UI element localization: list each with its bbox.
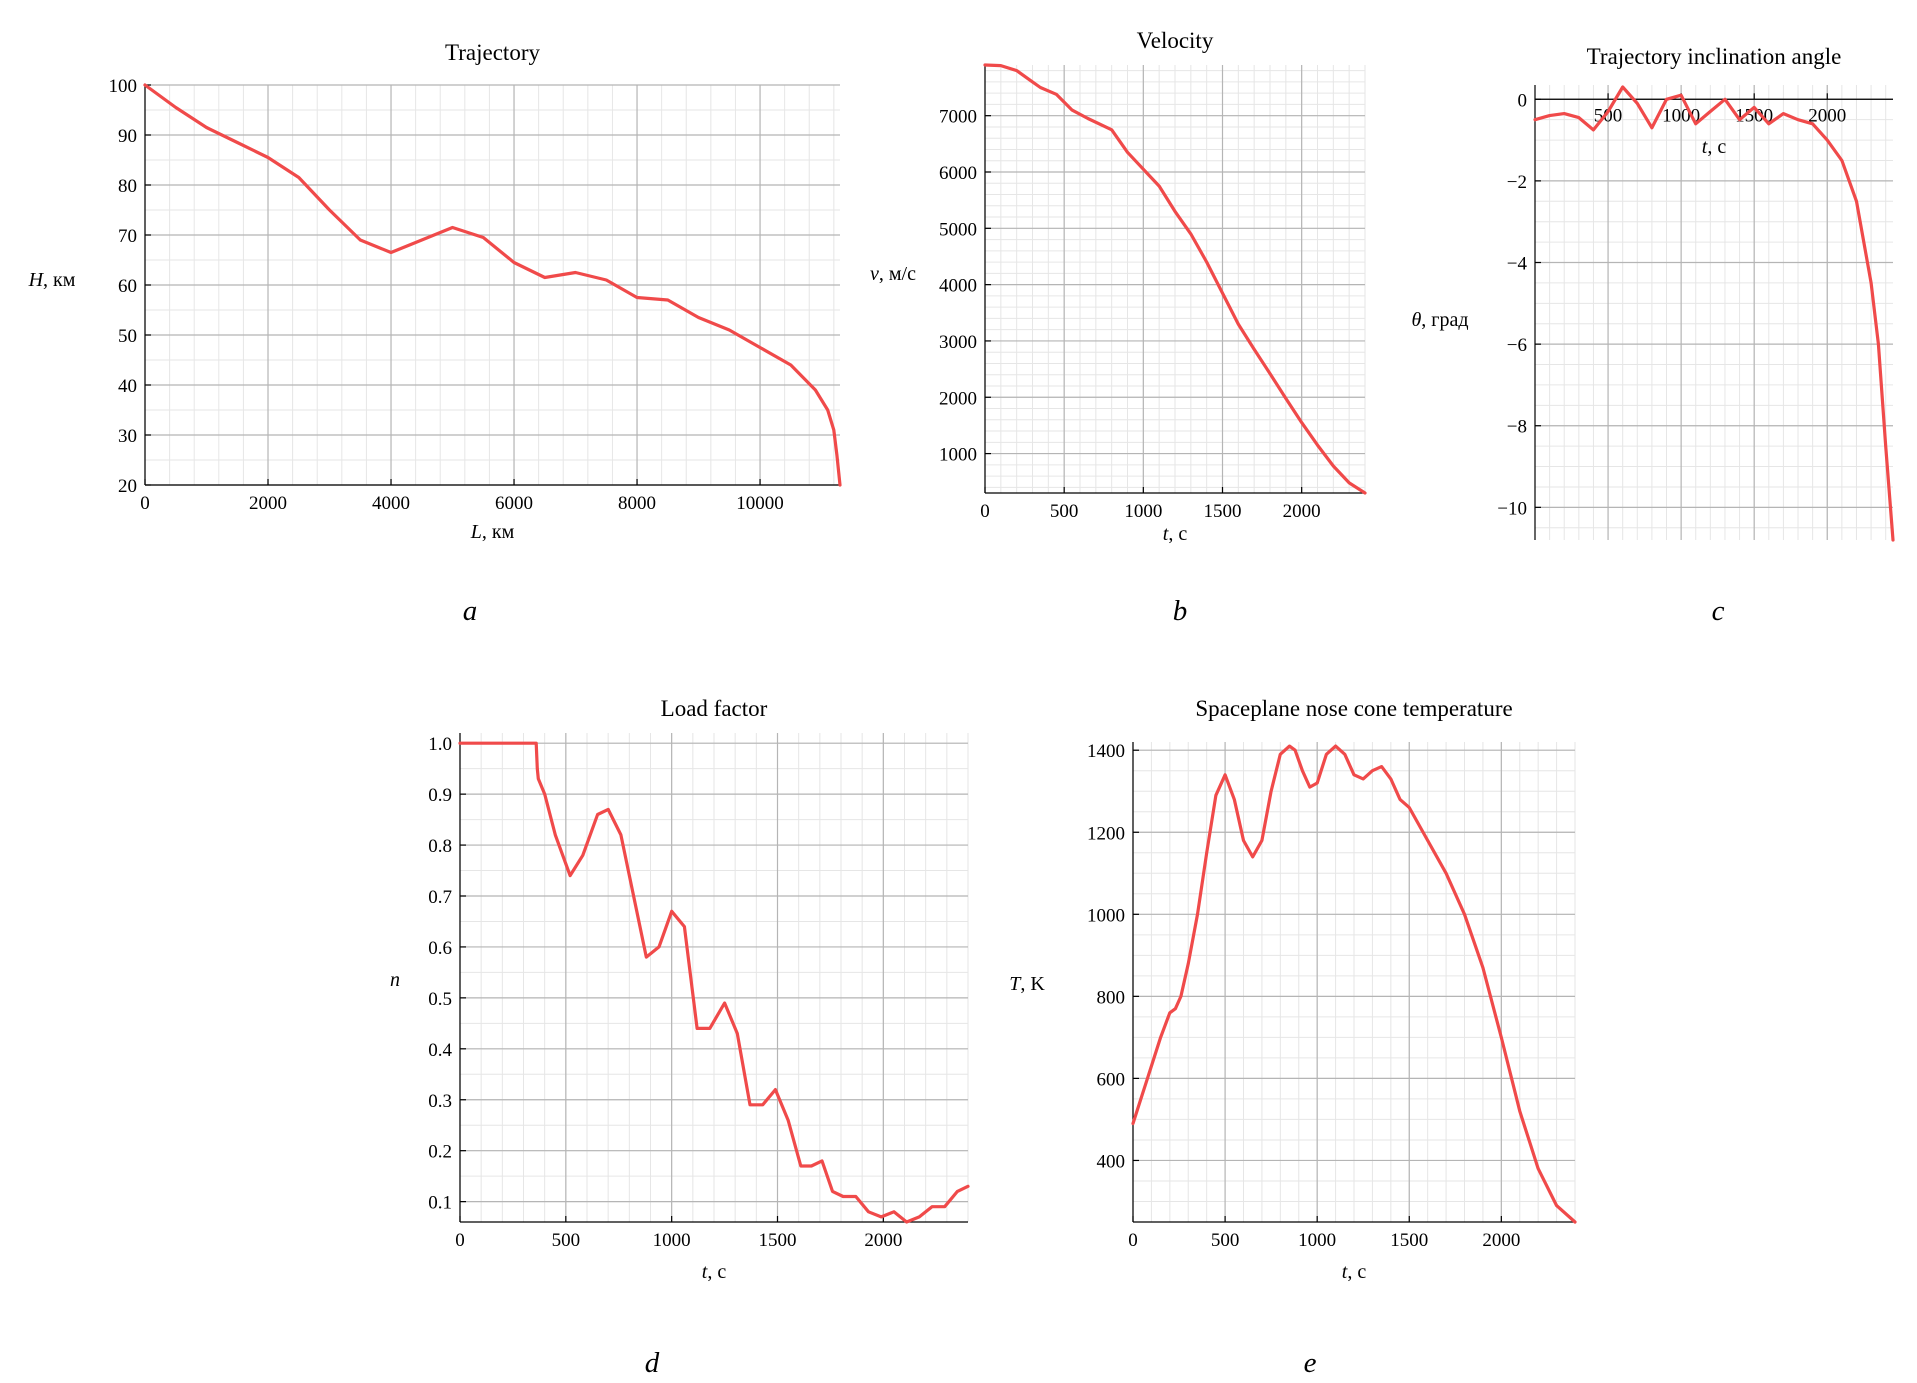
y-tick-label: 5000 [939,219,977,240]
x-axis-label: t, с [1342,1261,1367,1283]
y-tick-label: 50 [118,326,137,347]
y-tick-label: 20 [118,476,137,497]
y-tick-label: 800 [1097,987,1126,1008]
x-tick-label: 500 [1211,1230,1240,1251]
panel-letter: d [645,1347,660,1379]
y-tick-label: 0.6 [428,938,452,959]
x-axis-label: t, с [1163,523,1188,545]
x-tick-label: 2000 [1283,501,1321,522]
chart-title: Trajectory inclination angle [1587,44,1842,69]
x-tick-label: 1000 [1298,1230,1336,1251]
y-tick-label: 0.1 [428,1193,452,1214]
y-tick-label: 0.9 [428,785,452,806]
x-tick-label: 6000 [495,493,533,514]
series-line [143,83,842,487]
y-tick-label: 1.0 [428,734,452,755]
x-tick-label: 1000 [653,1230,691,1251]
y-tick-label: −2 [1507,172,1527,193]
x-tick-label: 10000 [736,493,784,514]
y-tick-label: 600 [1097,1069,1126,1090]
x-axis-label: L, км [470,521,515,543]
x-tick-label: 0 [1128,1230,1138,1251]
x-tick-label: 2000 [1482,1230,1520,1251]
y-tick-label: 90 [118,126,137,147]
y-axis-label: T, K [1009,973,1045,995]
x-tick-label: 1500 [759,1230,797,1251]
y-tick-label: 400 [1097,1151,1126,1172]
y-tick-label: 6000 [939,163,977,184]
x-tick-label: 0 [140,493,150,514]
y-tick-label: 0 [1518,90,1528,111]
y-tick-label: 1400 [1087,741,1125,762]
chart-title: Spaceplane nose cone temperature [1195,696,1512,721]
y-tick-label: 60 [118,276,137,297]
y-tick-label: 0.2 [428,1142,452,1163]
y-tick-label: 100 [109,76,138,97]
x-axis-label: t, с [702,1261,727,1283]
y-tick-label: 1000 [939,445,977,466]
panel-letter: c [1712,595,1725,627]
y-tick-label: −6 [1507,335,1527,356]
x-tick-label: 500 [552,1230,581,1251]
x-tick-label: 8000 [618,493,656,514]
x-tick-label: 2000 [1808,105,1846,126]
chart-load-factor: 0 500 1000 1500 2000 0.1 0.2 0.3 0.4 0.5 0.6 0.7 0.8… [390,696,970,1379]
y-tick-label: 80 [118,176,137,197]
y-tick-label: 7000 [939,107,977,128]
y-tick-label: 0.4 [428,1040,452,1061]
y-tick-label: 0.3 [428,1091,452,1112]
x-tick-label: 500 [1050,501,1079,522]
y-axis-label: v, м/с [870,263,916,285]
y-axis-label: H, км [28,269,76,291]
y-tick-label: 30 [118,426,137,447]
y-tick-label: 0.8 [428,836,452,857]
x-tick-label: 0 [980,501,990,522]
x-tick-label: 0 [455,1230,465,1251]
x-axis-label: t, с [1702,136,1727,158]
chart-trajectory: 0 2000 4000 6000 8000 10000 20 30 40 50 60 70 80 90 10… [28,40,842,627]
y-tick-label: 4000 [939,276,977,297]
series-line [1131,744,1577,1224]
minor-grid [1534,85,1893,540]
y-tick-label: 3000 [939,332,977,353]
chart-title: Trajectory [445,40,540,65]
y-tick-label: 1200 [1087,823,1125,844]
y-tick-label: 1000 [1087,905,1125,926]
y-tick-label: −10 [1497,498,1527,519]
chart-title: Load factor [661,696,768,721]
y-axis-label: n [390,969,400,991]
series-line [458,741,970,1224]
x-tick-label: 4000 [372,493,410,514]
series-line [983,63,1367,495]
panel-letter: b [1173,595,1188,627]
x-tick-label: 1000 [1124,501,1162,522]
x-tick-label: 1500 [1390,1230,1428,1251]
panel-letter: e [1304,1347,1317,1379]
minor-grid [1132,742,1576,1223]
y-tick-label: 0.5 [428,989,452,1010]
y-tick-label: 40 [118,376,137,397]
x-tick-label: 1500 [1735,105,1773,126]
x-tick-label: 2000 [864,1230,902,1251]
y-tick-label: −8 [1507,417,1527,438]
chart-velocity: 0 500 1000 1500 2000 1000 2000 3000 4000 5000 6000… [870,28,1367,627]
minor-grid [459,733,969,1222]
series-line [1533,85,1895,542]
y-tick-label: 2000 [939,388,977,409]
chart-nose-cone-temperature: 0 500 1000 1500 2000 400 600 800 1000 1200 1400 Spa… [1009,696,1577,1379]
panel-letter: a [463,595,478,627]
x-tick-label: 1500 [1204,501,1242,522]
chart-title: Velocity [1137,28,1214,53]
y-tick-label: −4 [1507,254,1528,275]
x-tick-label: 2000 [249,493,287,514]
y-axis-label: θ, град [1411,309,1468,331]
y-tick-label: 70 [118,226,137,247]
y-tick-label: 0.7 [428,887,452,908]
